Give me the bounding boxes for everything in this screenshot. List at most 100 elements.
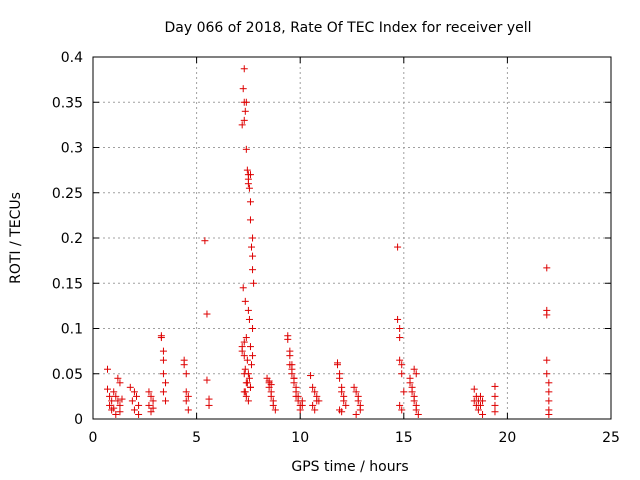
data-point — [242, 334, 250, 342]
grid — [93, 57, 611, 419]
data-point — [159, 347, 167, 355]
data-point — [238, 343, 246, 351]
data-point — [128, 397, 136, 405]
data-point — [408, 388, 416, 396]
data-point — [543, 264, 551, 272]
data-point — [244, 175, 252, 183]
data-point — [130, 406, 138, 414]
data-point — [296, 406, 304, 414]
x-tick-label: 5 — [192, 430, 201, 446]
data-point — [342, 401, 350, 409]
data-point — [284, 335, 292, 343]
data-point — [338, 388, 346, 396]
data-point — [238, 121, 246, 129]
data-point — [396, 401, 404, 409]
data-point — [396, 356, 404, 364]
data-point — [182, 388, 190, 396]
data-point — [149, 404, 157, 412]
data-point — [249, 352, 257, 360]
data-point — [491, 401, 499, 409]
data-point — [543, 356, 551, 364]
y-tick-label: 0.2 — [61, 231, 83, 247]
data-point — [240, 338, 248, 346]
y-tick-label: 0.35 — [52, 95, 83, 111]
data-point — [241, 297, 249, 305]
data-point — [244, 306, 252, 314]
data-point — [410, 397, 418, 405]
data-point — [106, 392, 114, 400]
data-point — [241, 365, 249, 373]
data-point — [240, 116, 248, 124]
data-point — [479, 397, 487, 405]
data-point — [271, 406, 279, 414]
data-point — [240, 370, 248, 378]
data-point — [184, 406, 192, 414]
chart-title: Day 066 of 2018, Rate Of TEC Index for r… — [164, 20, 531, 36]
x-tick-label: 0 — [89, 430, 98, 446]
data-point — [246, 171, 254, 179]
data-point — [352, 388, 360, 396]
data-point — [311, 388, 319, 396]
axis-ticks: 0 5 10 15 20 25 0 0.05 0.1 0.15 0.2 0.25 0.3 0.35 0.4 — [52, 50, 620, 446]
x-tick-label: 25 — [602, 430, 620, 446]
data-point — [476, 401, 484, 409]
data-point — [340, 397, 348, 405]
data-point — [246, 343, 254, 351]
data-point — [356, 406, 364, 414]
data-point — [491, 408, 499, 416]
data-point — [394, 243, 402, 251]
data-point — [242, 145, 250, 153]
data-point — [246, 383, 254, 391]
data-point — [147, 408, 155, 416]
data-point — [412, 370, 420, 378]
data-point — [396, 325, 404, 332]
data-point — [292, 392, 300, 400]
data-point — [110, 388, 118, 396]
data-point — [135, 401, 143, 409]
data-point — [241, 107, 249, 115]
data-point — [246, 216, 254, 224]
data-point — [350, 383, 358, 391]
data-point — [243, 379, 251, 387]
data-point — [545, 379, 553, 387]
data-point — [242, 392, 250, 400]
data-point — [267, 381, 275, 389]
data-point — [110, 404, 118, 412]
x-tick-label: 10 — [291, 430, 309, 446]
data-point — [112, 410, 120, 418]
data-point — [265, 377, 273, 385]
y-tick-label: 0.15 — [52, 276, 83, 292]
data-point — [133, 392, 141, 400]
data-point — [309, 383, 317, 391]
data-point — [159, 356, 167, 364]
data-point — [203, 310, 211, 318]
data-point — [118, 395, 126, 403]
data-point — [240, 352, 248, 360]
data-point — [309, 401, 317, 409]
data-point — [250, 279, 258, 287]
data-point — [242, 98, 250, 106]
data-point — [114, 397, 122, 405]
data-point — [249, 325, 257, 332]
data-point — [474, 406, 482, 414]
y-tick-label: 0.25 — [52, 186, 83, 202]
data-point — [135, 410, 143, 418]
y-axis-title: ROTI / TECUs — [8, 192, 24, 284]
data-point — [147, 392, 155, 400]
data-point — [245, 315, 253, 323]
data-point — [126, 383, 134, 391]
data-point — [286, 352, 294, 360]
data-point — [182, 370, 190, 378]
data-point — [479, 410, 487, 418]
data-point — [243, 356, 251, 364]
data-point — [149, 397, 157, 405]
data-point — [394, 315, 402, 323]
data-point — [244, 397, 252, 405]
x-tick-label: 20 — [498, 430, 516, 446]
data-point — [205, 395, 213, 403]
data-point — [288, 361, 296, 369]
data-point — [288, 370, 296, 378]
data-point — [201, 237, 209, 245]
data-point — [249, 266, 257, 274]
